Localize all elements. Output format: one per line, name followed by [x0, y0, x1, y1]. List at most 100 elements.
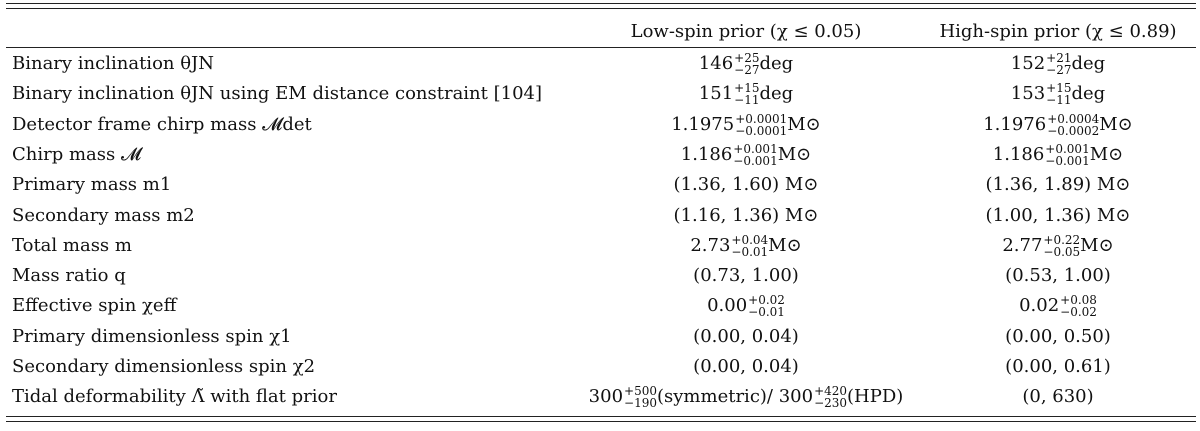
unit: (HPD)	[847, 386, 904, 408]
row-label: Secondary mass m2	[12, 204, 195, 226]
lower-error: −0.0002	[1047, 123, 1100, 138]
upper-error: +15	[734, 81, 760, 96]
high-spin-value: 1.1976 +0.0004 −0.0002 M⊙	[900, 110, 1200, 140]
central-value: 300	[588, 386, 624, 408]
value-text: (0.00, 0.04)	[693, 356, 799, 377]
lower-error: −0.05	[1043, 244, 1081, 259]
value-text: (0.00, 0.50)	[1005, 325, 1111, 347]
lower-error: −11	[734, 93, 760, 108]
error-bounds: +15 −11	[734, 82, 759, 106]
table-row: Detector frame chirp mass 𝓜det 1.1975 +0.0…	[0, 110, 1200, 140]
unit: M⊙	[787, 113, 821, 135]
bottom-rule-2	[6, 421, 1196, 422]
upper-error: +15	[1046, 81, 1072, 96]
high-spin-value: (1.00, 1.36) M⊙	[900, 201, 1200, 231]
unit: M⊙	[1089, 143, 1124, 165]
table-row: Binary inclination θJN 146 +25 −27 deg 152 +21…	[0, 49, 1200, 79]
low-spin-value: (1.36, 1.60) M⊙	[520, 170, 972, 200]
table-row: Total mass m 2.73 +0.04 −0.01 M⊙ 2.77 +0.22 −0.…	[0, 231, 1200, 261]
lower-error: −0.01	[748, 305, 785, 320]
high-spin-value: 153 +15 −11 deg	[900, 79, 1200, 109]
table-row: Secondary dimensionless spin χ2 (0.00, 0.…	[0, 352, 1200, 382]
unit: M⊙	[1080, 234, 1114, 256]
high-spin-value: (0.53, 1.00)	[900, 261, 1200, 291]
table-row: Primary mass m1 (1.36, 1.60) M⊙ (1.36, 1.8…	[0, 170, 1200, 200]
high-spin-value: 152 +21 −27 deg	[900, 49, 1200, 79]
unit: M⊙	[1099, 113, 1133, 135]
high-spin-value: 2.77 +0.22 −0.05 M⊙	[900, 231, 1200, 261]
low-spin-value: 1.186 +0.001 −0.001 M⊙	[520, 140, 972, 170]
error-bounds: +0.08 −0.02	[1060, 294, 1097, 318]
upper-error: +21	[1046, 51, 1072, 65]
upper-error: +25	[734, 51, 760, 65]
table-row: Mass ratio q (0.73, 1.00) (0.53, 1.00)	[0, 261, 1200, 291]
lower-error: −0.001	[1045, 153, 1090, 168]
bottom-rule-1	[6, 416, 1196, 417]
row-label: Binary inclination θJN	[12, 53, 215, 74]
header-high-spin: High-spin prior (χ ≤ 0.89)	[939, 21, 1177, 42]
header-rule	[6, 47, 1196, 48]
upper-error: +0.0004	[1047, 111, 1100, 126]
table-row: Effective spin χeff 0.00 +0.02 −0.01 0.02 +0.…	[0, 291, 1200, 321]
central-value: 146	[698, 53, 734, 74]
unit: (symmetric)/	[657, 386, 779, 408]
high-spin-value: 1.186 +0.001 −0.001 M⊙	[900, 140, 1200, 170]
lower-error: −0.001	[733, 153, 778, 168]
low-spin-value: 1.1975 +0.0001 −0.0001 M⊙	[520, 110, 972, 140]
header-low-spin: Low-spin prior (χ ≤ 0.05)	[630, 21, 862, 42]
row-label: Detector frame chirp mass 𝓜det	[12, 113, 312, 135]
error-bounds: +21 −27	[1046, 52, 1071, 76]
value-text: (1.36, 1.89) M⊙	[985, 174, 1131, 196]
error-bounds: +0.0004 −0.0002	[1047, 113, 1099, 137]
error-bounds: +0.22 −0.05	[1043, 234, 1080, 258]
error-bounds: +25 −27	[734, 52, 759, 76]
central-value: 1.1976	[983, 113, 1047, 135]
lower-error: −0.02	[1060, 305, 1097, 320]
lower-error: −190	[624, 396, 657, 411]
lower-error: −0.01	[731, 244, 769, 259]
central-value: 0.02	[1019, 295, 1060, 317]
central-value: 151	[698, 83, 734, 105]
low-spin-value: 2.73 +0.04 −0.01 M⊙	[520, 231, 972, 261]
lower-error: −230	[814, 396, 848, 411]
low-spin-value: (0.00, 0.04)	[520, 322, 972, 352]
error-bounds: +500 −190	[624, 385, 657, 409]
central-value: 300	[778, 386, 814, 408]
lower-error: −11	[1046, 93, 1072, 108]
lower-error: −27	[1046, 63, 1072, 77]
error-bounds: +0.0001 −0.0001	[735, 113, 787, 137]
low-spin-value: (1.16, 1.36) M⊙	[520, 201, 972, 231]
error-bounds: +0.04 −0.01	[731, 234, 768, 258]
unit: deg	[1071, 83, 1106, 105]
table-row: Secondary mass m2 (1.16, 1.36) M⊙ (1.00, 1…	[0, 201, 1200, 231]
unit: M⊙	[777, 143, 812, 165]
unit: deg	[759, 83, 794, 105]
upper-error: +0.04	[731, 232, 769, 247]
unit: M⊙	[768, 234, 802, 256]
error-bounds: +420 −230	[814, 385, 847, 409]
value-text: (1.00, 1.36) M⊙	[985, 204, 1131, 226]
central-value: 2.73	[690, 234, 731, 256]
top-rule-2	[6, 8, 1196, 9]
high-spin-value: 0.02 +0.08 −0.02	[900, 291, 1200, 321]
central-value: 1.186	[992, 143, 1045, 165]
low-spin-value: 151 +15 −11 deg	[520, 79, 972, 109]
central-value: 1.1975	[671, 113, 735, 135]
high-spin-value: (0.00, 0.50)	[900, 322, 1200, 352]
upper-error: +0.02	[748, 293, 785, 308]
error-bounds: +0.001 −0.001	[733, 143, 777, 167]
row-label: Mass ratio q	[12, 265, 126, 287]
value-text: (0.00, 0.61)	[1005, 356, 1111, 377]
central-value: 153	[1010, 83, 1046, 105]
upper-error: +0.001	[1045, 141, 1090, 156]
high-spin-value: (0, 630)	[900, 382, 1200, 412]
value-text: (0.00, 0.04)	[693, 325, 799, 347]
lower-error: −27	[734, 63, 760, 77]
value-text: (1.16, 1.36) M⊙	[673, 204, 819, 226]
header-row: Low-spin prior (χ ≤ 0.05) High-spin prio…	[0, 17, 1200, 47]
error-bounds: +0.001 −0.001	[1045, 143, 1089, 167]
row-label: Secondary dimensionless spin χ2	[12, 356, 316, 377]
value-text: (0, 630)	[1022, 386, 1094, 408]
high-spin-value: (1.36, 1.89) M⊙	[900, 170, 1200, 200]
unit: deg	[759, 53, 794, 74]
